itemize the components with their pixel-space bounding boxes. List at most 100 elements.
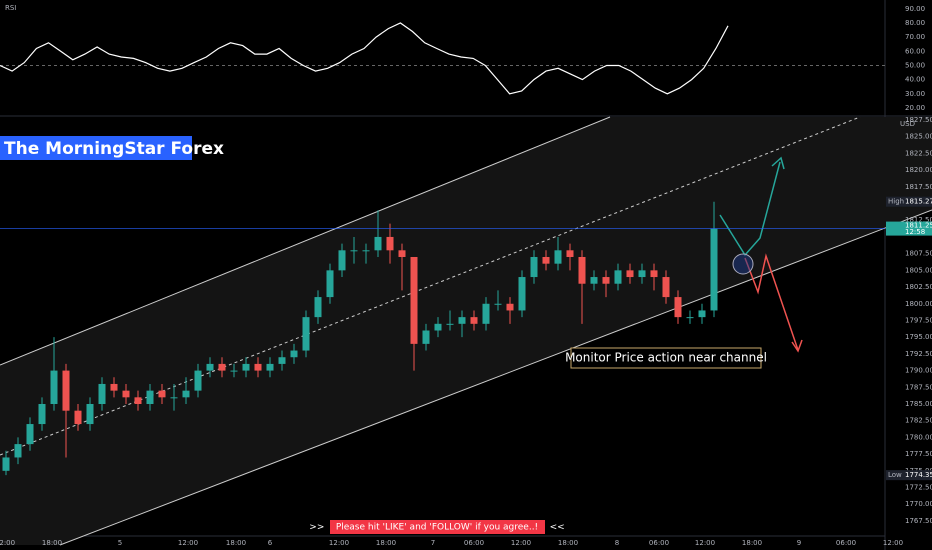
channel-fill: [0, 117, 932, 545]
low-tag: [886, 470, 932, 481]
candle-body: [554, 250, 562, 264]
rsi-tick-label: 90.00: [905, 5, 925, 13]
candle-body: [110, 383, 118, 391]
candle-body: [674, 297, 682, 318]
candle-body: [158, 390, 166, 398]
y-tick-label: 1792.500: [905, 350, 932, 358]
y-tick-label: 1822.500: [905, 149, 932, 157]
channel-upper: [0, 116, 611, 366]
annotation: Monitor Price action near channel: [565, 351, 767, 365]
candle-body: [482, 303, 490, 324]
candle-body: [194, 370, 202, 391]
candle-body: [662, 277, 670, 298]
candle-body: [278, 357, 286, 364]
marks: [2, 201, 718, 476]
candle-body: [506, 303, 514, 311]
x-tick-label: 12:00: [0, 539, 15, 547]
candle-body: [602, 277, 610, 284]
y-tick-label: 1825.000: [905, 133, 932, 141]
x-tick-label: 18:00: [742, 539, 762, 547]
last-price: 1811.250: [905, 222, 932, 230]
candle-body: [86, 404, 94, 425]
rsi-tick-label: 60.00: [905, 47, 925, 55]
rsi-label: RSI: [5, 4, 16, 12]
x-tick-label: 18:00: [376, 539, 396, 547]
candle-body: [230, 370, 238, 372]
y-tick-label: 1770.000: [905, 500, 932, 508]
candle-body: [542, 256, 550, 264]
currency: USD: [900, 120, 915, 128]
candle-body: [518, 277, 526, 311]
bear-arrowhead: [791, 339, 803, 353]
candle-body: [314, 297, 322, 318]
x-tick-label: 12:00: [695, 539, 715, 547]
rsi-tick-label: 20.00: [905, 104, 925, 112]
candle-body: [14, 444, 22, 458]
y-tick-label: 1772.500: [905, 484, 932, 492]
high-value: 1815.276: [905, 198, 932, 206]
rsi-tick-label: 40.00: [905, 76, 925, 84]
candle-body: [386, 236, 394, 251]
candle-body: [458, 317, 466, 324]
title-box: [0, 136, 192, 160]
candle-body: [422, 330, 430, 344]
candle-body: [350, 250, 358, 252]
candle-body: [494, 303, 502, 305]
last-price-tag: [886, 221, 932, 236]
y-tick-label: 1800.000: [905, 300, 932, 308]
y-tick-label: 1812.500: [905, 216, 932, 224]
x-tick-label: 12:00: [883, 539, 903, 547]
x-tick-label: 06:00: [464, 539, 484, 547]
candle-body: [398, 250, 406, 257]
candle-body: [362, 250, 370, 252]
x-tick-label: 12:00: [329, 539, 349, 547]
banner-box: [330, 520, 545, 534]
y-tick-label: 1790.000: [905, 367, 932, 375]
channel-lower: [59, 209, 932, 546]
candle-body: [26, 424, 34, 445]
x-tick-label: 06:00: [836, 539, 856, 547]
candle-body: [266, 363, 274, 371]
banner: >> Please hit 'LIKE' and 'FOLLOW' if you…: [309, 523, 564, 533]
low-value: 1774.356: [905, 471, 932, 479]
candle-body: [710, 228, 718, 311]
candle-body: [578, 256, 586, 284]
candle-body: [614, 270, 622, 284]
x-tick-label: 06:00: [649, 539, 669, 547]
candle-body: [374, 236, 382, 251]
bull-arrowhead: [771, 156, 785, 170]
candle-body: [650, 270, 658, 278]
candle-body: [626, 270, 634, 278]
bear-arrow: [744, 253, 799, 351]
candle-body: [638, 270, 646, 278]
candle-body: [98, 383, 106, 405]
y-tick-label: 1787.500: [905, 383, 932, 391]
rsi-tick-label: 50.00: [905, 61, 925, 69]
rsi-tick-label: 70.00: [905, 33, 925, 41]
high-label: High: [888, 198, 904, 206]
candle-body: [50, 370, 58, 405]
candle-body: [410, 256, 418, 344]
candle-body: [698, 310, 706, 318]
x-tick-label: 18:00: [558, 539, 578, 547]
candle-body: [74, 410, 82, 425]
candle-body: [206, 363, 214, 371]
rsi-line: [0, 22, 729, 95]
candle-body: [134, 397, 142, 405]
y-tick-label: 1797.500: [905, 316, 932, 324]
candle-body: [470, 317, 478, 324]
y-tick-label: 1820.000: [905, 166, 932, 174]
x-tick-label: 18:00: [42, 539, 62, 547]
candle-body: [338, 250, 346, 271]
candle-body: [242, 363, 250, 371]
candle-body: [182, 390, 190, 398]
x-tick-label: 5: [118, 539, 122, 547]
candle-body: [434, 323, 442, 331]
x-tick-label: 7: [431, 539, 435, 547]
rsi-tick-label: 80.00: [905, 19, 925, 27]
countdown: 12:58: [905, 228, 925, 236]
rsi-tick-label: 30.00: [905, 90, 925, 98]
bull-arrow: [719, 161, 781, 257]
candle-body: [590, 277, 598, 284]
